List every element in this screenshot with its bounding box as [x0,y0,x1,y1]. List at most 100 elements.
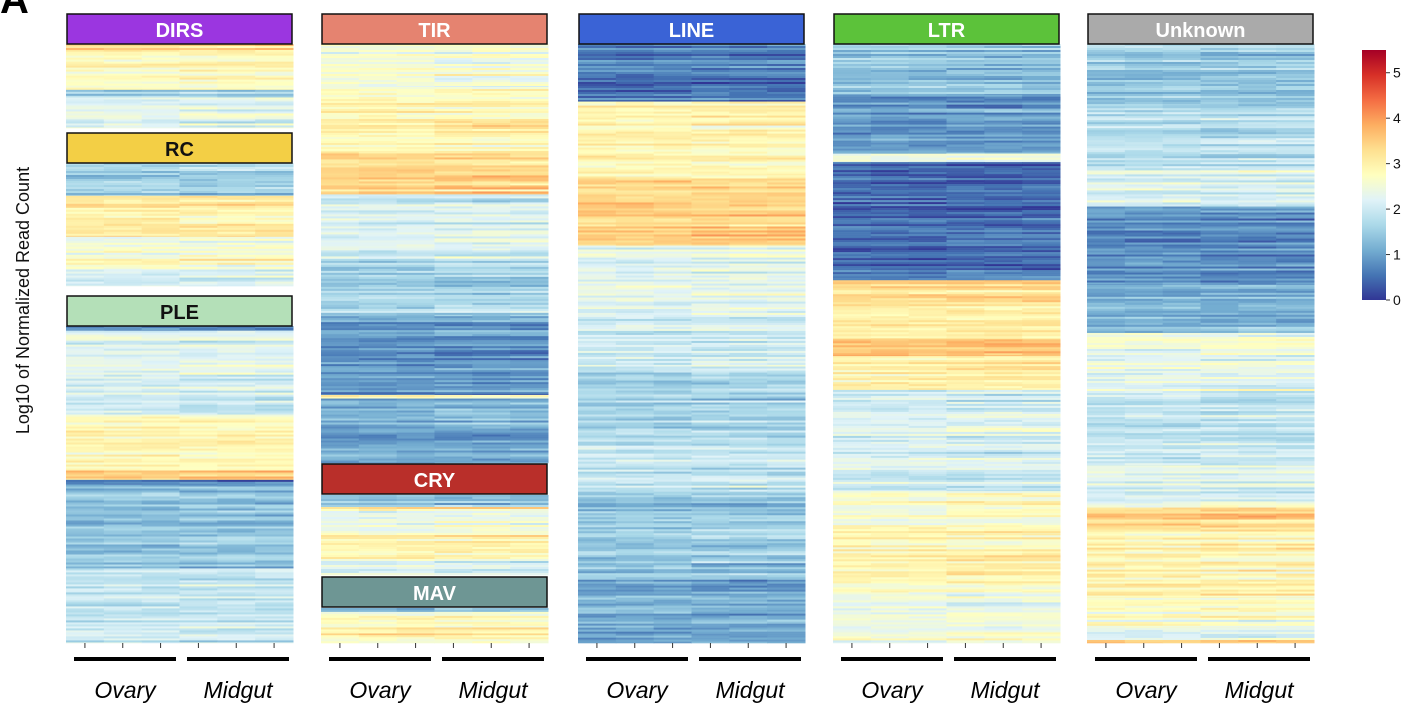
heatmap-cell [217,422,256,425]
heatmap-cell [510,44,549,47]
heatmap-cell [217,334,256,337]
heatmap-cell [434,126,473,130]
heatmap-cell [321,276,360,280]
heatmap-cell [103,163,143,166]
heatmap-cell [179,376,218,379]
heatmap-cell [66,536,105,539]
heatmap-cell [66,360,105,363]
heatmap-cell [767,220,806,223]
heatmap-cell [396,98,435,102]
heatmap-cell [653,314,692,318]
heatmap-cell [472,348,511,351]
heatmap-cell [767,251,806,254]
heatmap-cell [472,535,511,538]
heatmap-cell [510,567,549,570]
heatmap-cell [767,465,806,468]
heatmap-cell [578,497,617,500]
heatmap-cell [729,509,768,512]
heatmap-cell [179,246,218,250]
heatmap-cell [472,202,511,205]
heatmap-cell [653,531,692,534]
heatmap-cell [321,410,360,413]
heatmap-cell [255,436,294,439]
heatmap-cell [66,334,105,337]
heatmap-cell [510,521,549,524]
heatmap-cell [358,290,398,294]
heatmap-cell [578,344,617,348]
heatmap-cell [321,386,360,389]
heatmap-cell [141,626,180,629]
heatmap-cell [434,183,473,186]
heatmap-cell [510,100,549,104]
heatmap-cell [729,569,768,572]
heatmap-cell [255,330,294,331]
heatmap-cell [66,486,105,489]
heatmap-cell [510,224,549,227]
heatmap-cell [179,348,218,351]
heatmap-cell [767,579,806,580]
heatmap-cell [103,534,143,537]
heatmap-cell [255,358,294,361]
heatmap-cell [255,235,294,238]
heatmap-cell [578,149,617,152]
heatmap-cell [141,268,180,270]
heatmap-cell [66,588,105,591]
heatmap-cell [510,418,549,421]
heatmap-cell [434,635,473,638]
heatmap-cell [103,440,143,443]
heatmap-cell [434,452,473,455]
heatmap-cell [217,506,256,509]
heatmap-cell [396,167,435,170]
heatmap-cell [103,568,143,571]
heatmap-cell [653,473,692,476]
heatmap-cell [615,216,655,219]
heatmap-cell [615,410,655,413]
heatmap-cell [255,57,294,60]
heatmap-cell [729,236,768,239]
heatmap-cell [103,454,143,457]
heatmap-cell [321,619,360,623]
heatmap-cell [66,354,105,357]
heatmap-cell [321,88,360,92]
heatmap-cell [321,300,360,304]
heatmap-cell [141,620,180,623]
heatmap-cell [103,450,143,453]
heatmap-cell [321,330,360,333]
heatmap-cell [179,219,218,223]
heatmap-cell [321,258,360,262]
heatmap-cell [510,238,549,241]
heatmap-cell [615,58,655,61]
heatmap-cell [255,474,294,477]
heatmap-cell [358,348,398,351]
heatmap-cell [141,612,180,615]
heatmap-cell [66,83,105,86]
heatmap-cell [217,530,256,533]
heatmap-cell [729,475,768,478]
heatmap-cell [729,439,768,442]
heatmap-cell [217,358,256,361]
heatmap-cell [103,61,143,64]
heatmap-cell [729,350,768,354]
heatmap-cell [767,577,806,580]
heatmap-cell [653,171,692,174]
heatmap-cell [396,633,435,636]
heatmap-cell [141,464,180,467]
heatmap-cell [103,356,143,359]
heatmap-cell [179,207,218,211]
heatmap-cell [66,191,105,194]
heatmap-cell [729,222,768,225]
heatmap-cell [653,382,692,385]
heatmap-cell [472,134,511,138]
heatmap-cell [217,456,256,459]
heatmap-cell [578,255,617,258]
heatmap-cell [472,252,511,255]
category-box-dirs [66,13,293,45]
heatmap-cell [321,414,360,417]
heatmap-cell [434,402,473,405]
heatmap-cell [396,414,435,417]
heatmap-cell [103,213,143,217]
heatmap-cell [578,487,617,490]
heatmap-cell [434,266,473,270]
heatmap-cell [691,400,730,403]
heatmap-cell [729,62,768,65]
